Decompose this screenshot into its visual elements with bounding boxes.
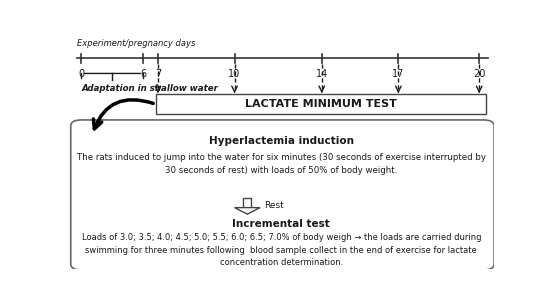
Text: Hyperlactemia induction: Hyperlactemia induction xyxy=(209,136,354,146)
Text: 6: 6 xyxy=(140,69,146,79)
FancyBboxPatch shape xyxy=(156,94,486,114)
Text: 7: 7 xyxy=(155,69,161,79)
FancyBboxPatch shape xyxy=(71,120,494,270)
Text: 14: 14 xyxy=(316,69,328,79)
Text: Experiment/pregnancy days: Experiment/pregnancy days xyxy=(77,39,195,48)
Text: Rest: Rest xyxy=(265,201,284,210)
Text: Loads of 3.0; 3.5; 4.0; 4.5; 5.0; 5.5; 6.0; 6.5; 7.0% of body weigh → the loads : Loads of 3.0; 3.5; 4.0; 4.5; 5.0; 5.5; 6… xyxy=(82,233,481,268)
FancyBboxPatch shape xyxy=(244,198,251,208)
Text: The rats induced to jump into the water for six minutes (30 seconds of exercise : The rats induced to jump into the water … xyxy=(77,153,486,175)
Text: LACTATE MINIMUM TEST: LACTATE MINIMUM TEST xyxy=(245,99,397,109)
Text: 10: 10 xyxy=(228,69,240,79)
Text: Adaptation in shallow water: Adaptation in shallow water xyxy=(81,84,219,93)
Text: 0: 0 xyxy=(79,69,85,79)
Text: 17: 17 xyxy=(392,69,405,79)
Text: 20: 20 xyxy=(473,69,485,79)
Text: Incremental test: Incremental test xyxy=(232,219,330,229)
Polygon shape xyxy=(234,207,260,214)
